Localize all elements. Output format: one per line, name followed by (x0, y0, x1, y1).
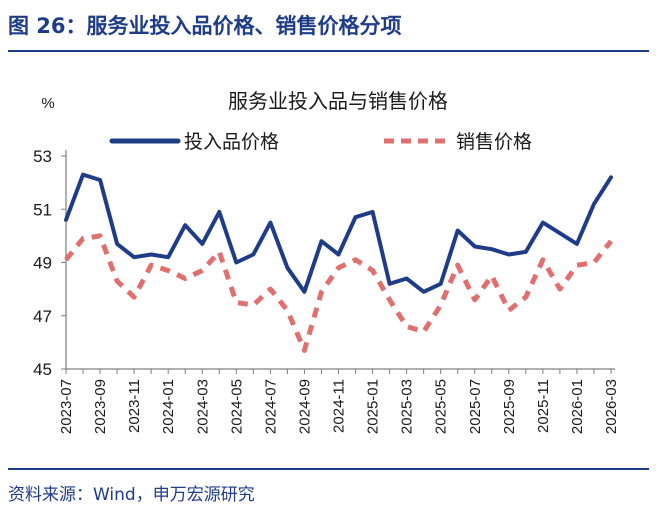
source-divider (8, 468, 649, 470)
line-chart: 服务业投入品与销售价格 % 投入品价格 销售价格 45 47 49 51 53 2023-0… (33, 90, 620, 434)
y-axis-unit: % (41, 95, 54, 112)
x-tick-label: 2025-05 (433, 379, 450, 434)
x-tick-label: 2024-07 (262, 379, 279, 434)
figure-title: 图 26：服务业投入品价格、销售价格分项 (8, 14, 402, 38)
title-divider (8, 50, 649, 52)
x-tick-label: 2024-01 (160, 379, 177, 434)
x-tick-label: 2025-07 (467, 379, 484, 434)
x-tick-label: 2025-09 (501, 379, 518, 434)
x-tick-label: 2023-07 (58, 379, 75, 434)
x-tick-label: 2024-11 (331, 379, 348, 433)
chart-title: 服务业投入品与销售价格 (228, 90, 448, 113)
source-note: 资料来源：Wind，申万宏源研究 (8, 485, 255, 505)
x-tick-label: 2026-03 (603, 379, 620, 434)
legend: 投入品价格 销售价格 (109, 131, 532, 153)
x-tick-label: 2024-09 (296, 379, 313, 434)
y-tick-label: 51 (33, 200, 52, 219)
y-tick-label: 45 (33, 360, 52, 379)
x-tick-label: 2024-03 (194, 379, 211, 434)
series-line-2 (64, 233, 613, 353)
x-tick-label: 2025-03 (399, 379, 416, 434)
y-tick-label: 47 (33, 307, 52, 326)
x-tick-label: 2023-11 (126, 379, 143, 433)
x-tick-label: 2023-09 (92, 379, 109, 434)
series-line-1 (64, 172, 613, 294)
y-tick-label: 49 (33, 254, 52, 273)
x-tick-label: 2025-01 (365, 379, 382, 434)
x-tick-label: 2024-05 (228, 379, 245, 434)
x-tick-label: 2025-11 (535, 379, 552, 433)
x-tick-label: 2026-01 (569, 379, 586, 434)
y-tick-label: 53 (33, 147, 52, 166)
legend-label-1: 投入品价格 (184, 131, 279, 153)
series-layer (64, 172, 613, 353)
axes: 45 47 49 51 53 2023-07 2023-09 2023-11 2024-01 20… (33, 147, 620, 434)
legend-label-2: 销售价格 (456, 131, 532, 153)
